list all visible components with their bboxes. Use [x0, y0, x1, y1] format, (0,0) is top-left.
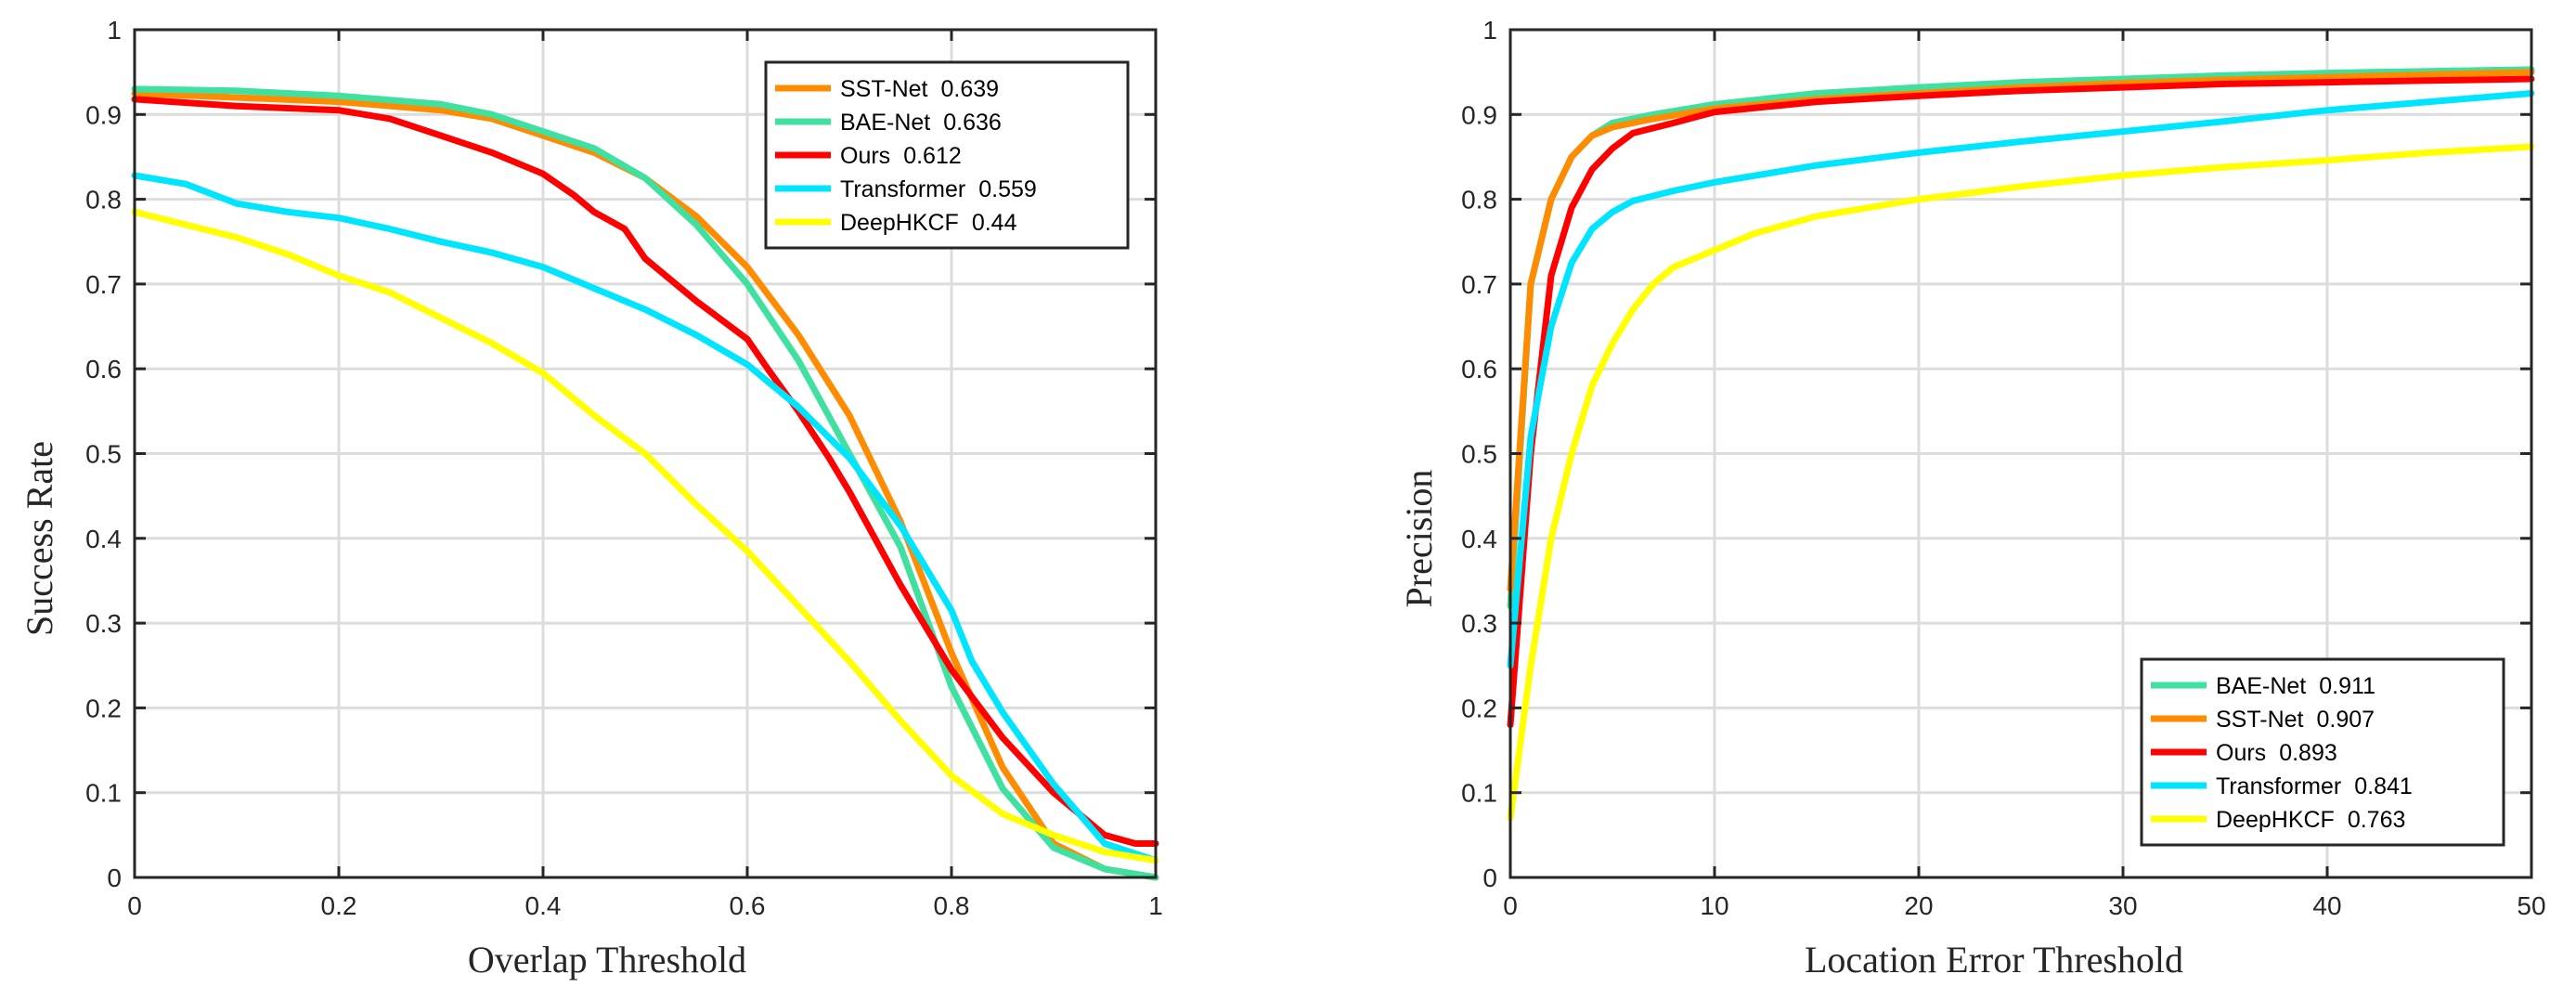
legend-entry-transformer: Transformer 0.559: [840, 176, 1037, 202]
legend-entry-transformer: Transformer 0.841: [2216, 773, 2413, 799]
x-tick-label: 1: [1148, 891, 1163, 920]
series-line-ours: [131, 96, 1159, 847]
legend-name: SST-Net: [840, 76, 928, 102]
success-plot: 0 0.2 0.4 0.6 0.8 1 0 0.1 0.2 0.3 0.4 0.5 0.6 0.7 0.8 0…: [19, 16, 1163, 981]
legend-score: 0.612: [903, 143, 962, 169]
series-line-deephkcf: [131, 208, 1159, 864]
success-plot-xlabel: Overlap Threshold: [468, 939, 746, 981]
y-tick-label: 0.9: [85, 100, 122, 129]
legend-score: 0.907: [2316, 707, 2375, 733]
legend-name: BAE-Net: [840, 110, 930, 136]
y-tick-label: 0.6: [1461, 355, 1497, 383]
series-line-deephkcf: [1507, 143, 2535, 822]
success-plot-ylabel: Success Rate: [19, 441, 60, 636]
y-tick-label: 1: [107, 16, 122, 45]
series-line-bae-net: [131, 85, 1159, 881]
precision-plot: 0 10 20 30 40 5000.10.20.30.40.50.60.70.80.91…: [1398, 16, 2546, 981]
legend-score: 0.763: [2348, 807, 2406, 833]
series-line-sst-net: [131, 90, 1159, 881]
y-tick-label: 0.4: [1461, 525, 1497, 553]
y-tick-label: 0.3: [85, 609, 122, 638]
legend-entry-sst-net: SST-Net 0.907: [2216, 707, 2375, 733]
legend-name: Ours: [840, 143, 890, 169]
y-tick-label: 0.5: [85, 440, 122, 469]
x-tick-label: 30: [2108, 891, 2137, 920]
x-tick-label: 40: [2312, 891, 2341, 920]
y-tick-label: 0.6: [85, 355, 122, 383]
x-tick-label: 20: [1904, 891, 1933, 920]
legend-name: Transformer: [840, 176, 965, 202]
legend-score: 0.636: [943, 110, 1002, 136]
legend-entry-bae-net: BAE-Net 0.911: [2216, 673, 2375, 699]
legend: SST-Net 0.639 BAE-Net 0.636 Ours 0.612 Transfo…: [764, 60, 1130, 250]
y-tick-label: 0.9: [1461, 100, 1497, 129]
y-tick-label: 0.7: [85, 270, 122, 299]
y-tick-label: 0: [1482, 864, 1497, 892]
legend-entry-deephkcf: DeepHKCF 0.44: [840, 210, 1017, 236]
y-tick-label: 0.5: [1461, 440, 1497, 469]
x-tick-label: 0: [127, 891, 142, 920]
legend-entry-sst-net: SST-Net 0.639: [840, 76, 999, 102]
precision-plot-xlabel: Location Error Threshold: [1805, 939, 2183, 981]
x-tick-label: 0.2: [321, 891, 357, 920]
legend-name: BAE-Net: [2216, 673, 2306, 699]
legend-name: DeepHKCF: [2216, 807, 2335, 833]
x-tick-label: 0: [1503, 891, 1518, 920]
x-tick-label: 50: [2517, 891, 2545, 920]
legend-name: DeepHKCF: [840, 210, 959, 236]
y-tick-label: 0.8: [85, 186, 122, 214]
legend-score: 0.44: [972, 210, 1017, 236]
legend-score: 0.841: [2354, 773, 2413, 799]
y-tick-label: 0.8: [1461, 186, 1497, 214]
y-tick-label: 0.1: [1461, 779, 1497, 808]
y-tick-label: 0: [107, 864, 122, 892]
legend-entry-ours: Ours 0.612: [840, 143, 962, 169]
x-tick-label: 10: [1700, 891, 1728, 920]
x-tick-label: 0.6: [730, 891, 766, 920]
legend-score: 0.639: [940, 76, 999, 102]
series-line-ours: [1507, 75, 2535, 729]
y-tick-label: 0.7: [1461, 270, 1497, 299]
x-tick-label: 0.4: [525, 891, 562, 920]
legend-entry-deephkcf: DeepHKCF 0.763: [2216, 807, 2405, 833]
legend-name: Transformer: [2216, 773, 2341, 799]
y-tick-label: 0.1: [85, 779, 122, 808]
y-tick-label: 0.3: [1461, 609, 1497, 638]
x-tick-label: 0.8: [934, 891, 970, 920]
legend-name: SST-Net: [2216, 707, 2304, 733]
legend-entry-bae-net: BAE-Net 0.636: [840, 110, 1002, 136]
series-line-transformer: [131, 172, 1159, 864]
legend-score: 0.559: [978, 176, 1037, 202]
legend-score: 0.911: [2319, 673, 2375, 699]
legend-score: 0.893: [2279, 740, 2337, 766]
y-tick-label: 0.2: [85, 694, 122, 722]
legend-entry-ours: Ours 0.893: [2216, 740, 2337, 766]
precision-plot-ylabel: Precision: [1398, 470, 1440, 608]
y-tick-label: 1: [1482, 16, 1497, 45]
legend-name: Ours: [2216, 740, 2266, 766]
y-tick-label: 0.2: [1461, 694, 1497, 722]
y-tick-label: 0.4: [85, 525, 122, 553]
series-line-transformer: [1507, 90, 2535, 669]
legend: BAE-Net 0.911 SST-Net 0.907 Ours 0.893 Transfo…: [2140, 657, 2505, 847]
